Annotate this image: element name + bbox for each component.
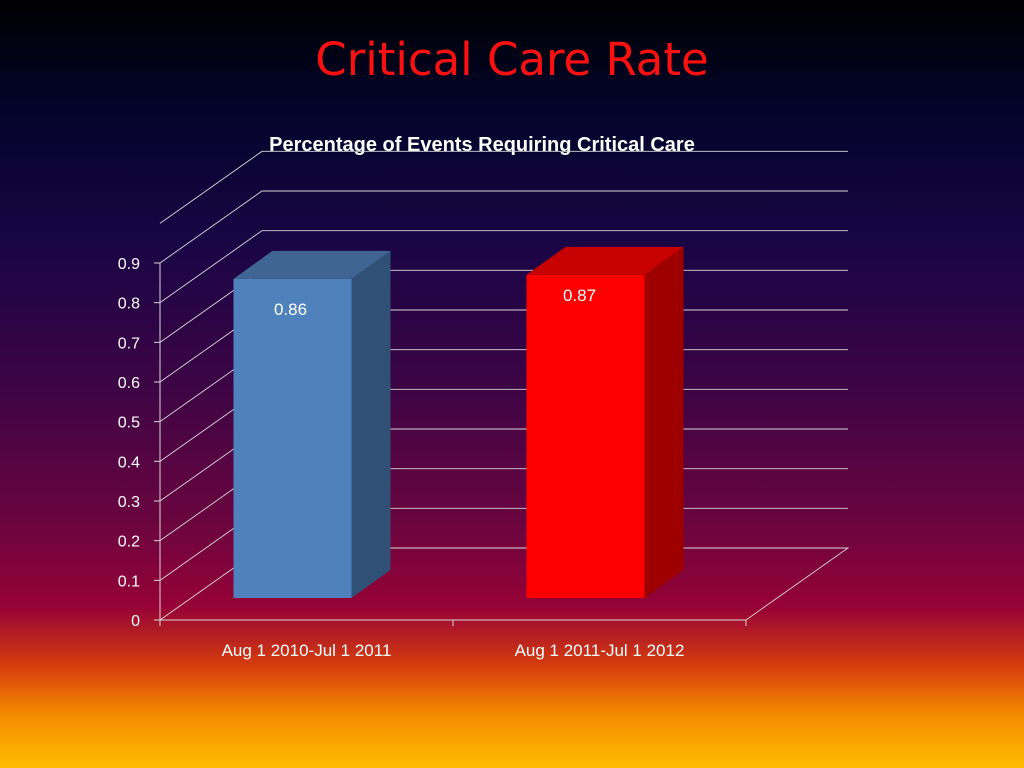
data-label: 0.87	[563, 286, 596, 305]
slide-title: Critical Care Rate	[315, 33, 709, 86]
y-tick-label: 0.9	[118, 256, 140, 273]
y-tick-label: 0.6	[118, 375, 140, 392]
bar	[526, 246, 684, 598]
y-tick-label: 0.5	[118, 415, 140, 432]
bar-front-face	[526, 274, 645, 598]
x-category-label: Aug 1 2011-Jul 1 2012	[515, 641, 685, 660]
y-tick-label: 0.2	[118, 534, 140, 551]
gridline	[159, 150, 848, 224]
y-tick-label: 0.1	[118, 573, 140, 590]
y-tick-label: 0	[131, 613, 140, 630]
y-tick-label: 0.7	[118, 335, 140, 352]
y-tick-label: 0.8	[118, 296, 140, 313]
data-label: 0.86	[274, 300, 307, 319]
bar	[233, 250, 391, 598]
x-category-label: Aug 1 2010-Jul 1 2011	[222, 641, 392, 660]
chart-title: Percentage of Events Requiring Critical …	[269, 134, 695, 156]
bar-top-face	[526, 246, 684, 275]
y-tick-label: 0.3	[118, 494, 140, 511]
gridline	[159, 230, 848, 304]
gridline	[159, 190, 848, 264]
bar-side-face	[644, 246, 684, 598]
bar-front-face	[233, 278, 352, 598]
y-tick-label: 0.4	[118, 454, 140, 471]
bar-top-face	[233, 250, 391, 279]
bar-side-face	[351, 250, 391, 598]
